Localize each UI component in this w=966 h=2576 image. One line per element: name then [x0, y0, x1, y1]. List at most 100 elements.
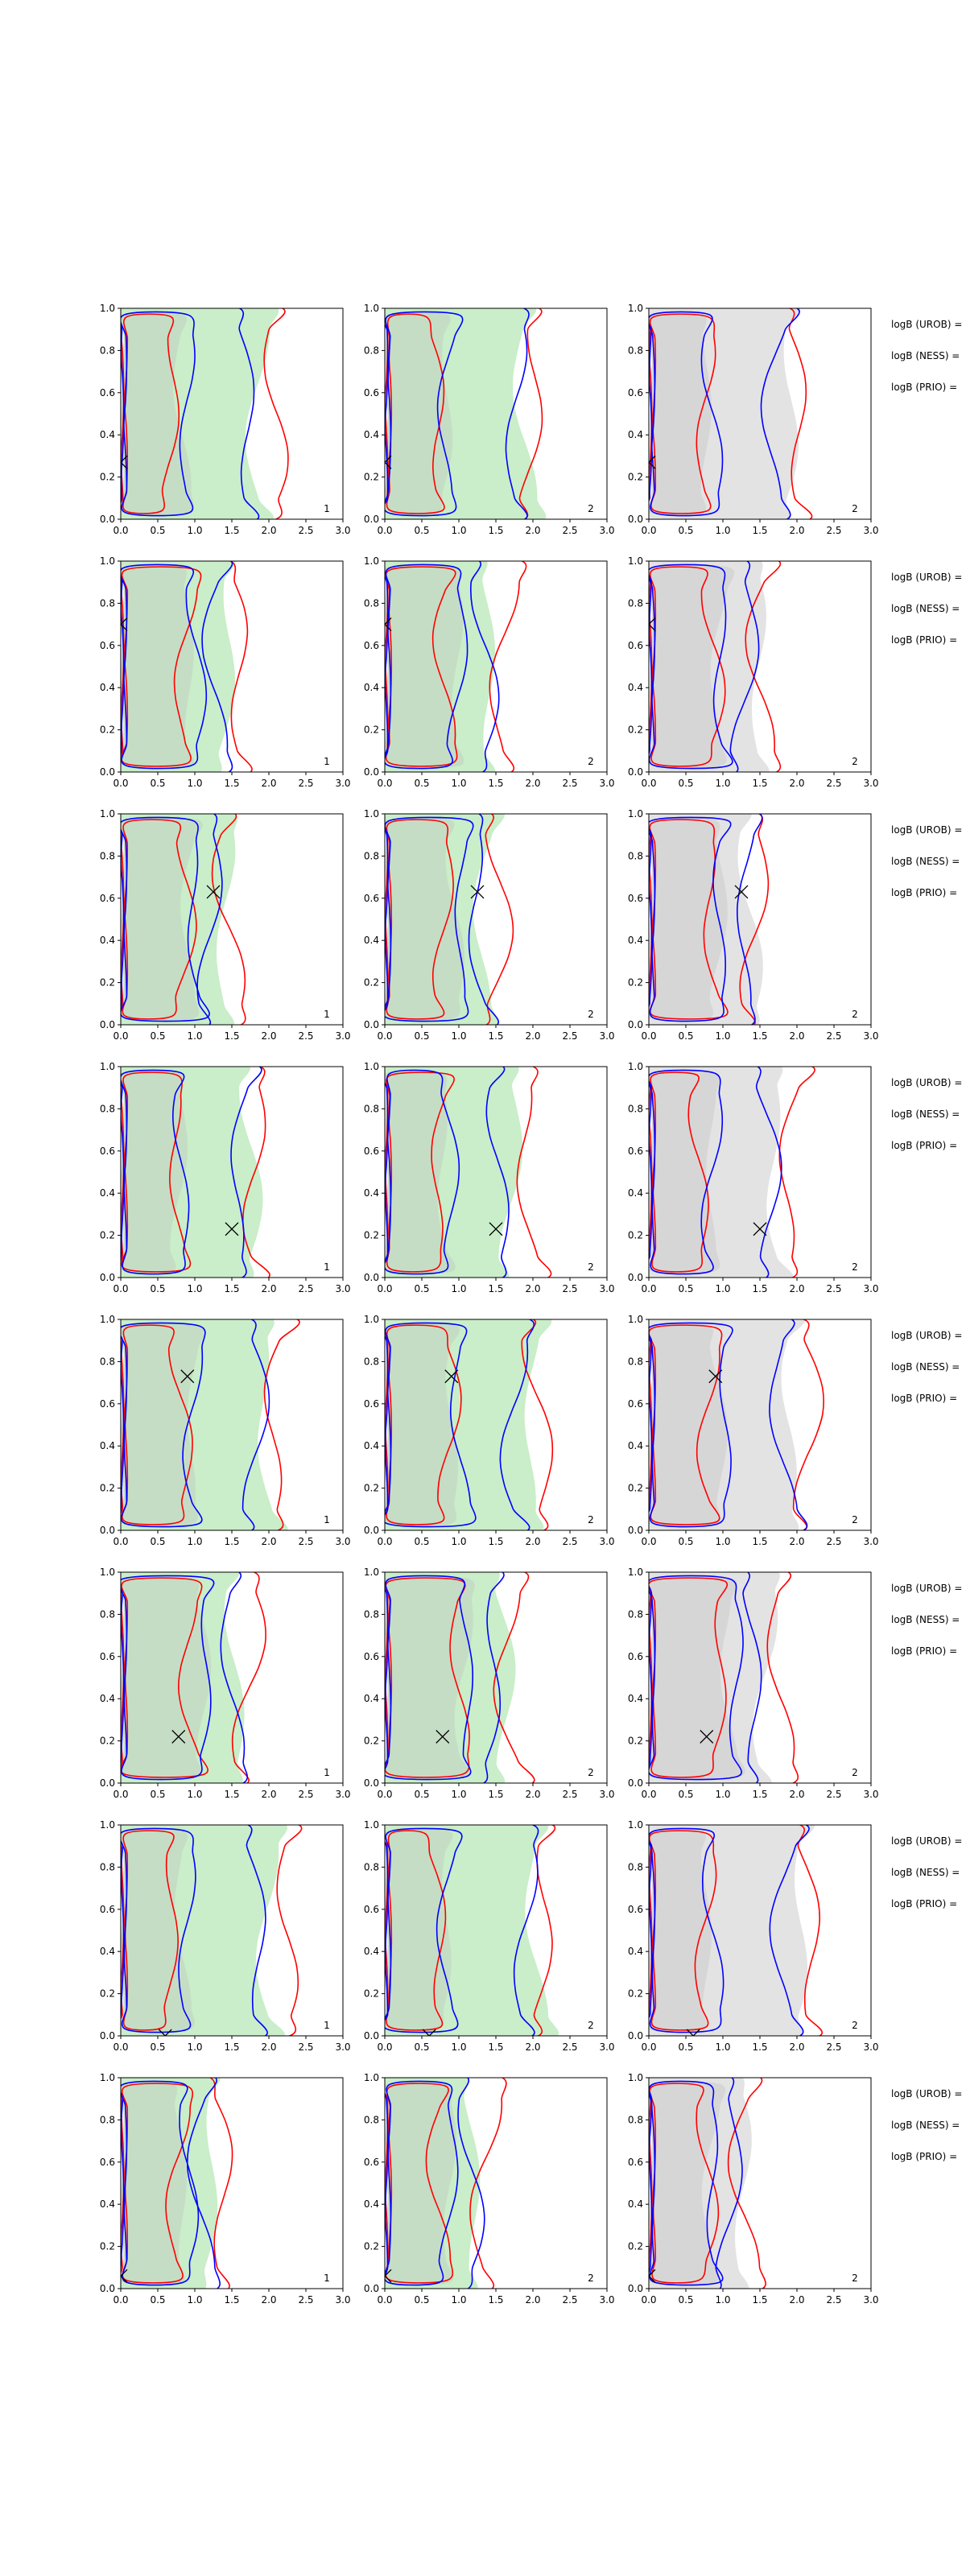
contour-red-outer	[121, 561, 253, 772]
contour-blue-inner	[649, 1575, 744, 1781]
contour-blue-inner	[121, 1575, 215, 1781]
y-tick-label: 0.0	[100, 1272, 115, 1283]
x-tick-label: 0.0	[113, 1536, 128, 1547]
y-tick-label: 0.8	[100, 597, 115, 609]
panel-r2-c2: 0.0 0.5 1.0 1.5 2.0 2.5 3.0 0.0 0.2 0.4 0.6 0.8 1.0 2	[364, 555, 615, 789]
y-tick-label: 0.2	[364, 1988, 379, 2000]
x-tick-label: 0.0	[377, 525, 392, 536]
panel-tag: 1	[324, 1514, 330, 1525]
contour-blue-inner	[649, 1322, 733, 1528]
y-tick-label: 0.2	[100, 472, 115, 483]
x-tick-label: 1.0	[715, 2041, 730, 2053]
x-tick-label: 1.5	[752, 525, 767, 536]
y-tick-label: 0.4	[100, 1946, 115, 1957]
row-label: logB (PRIO) =	[891, 382, 957, 393]
y-tick-label: 0.2	[628, 1230, 643, 1241]
shaded-region-inner	[385, 1323, 460, 1527]
x-tick-label: 3.0	[599, 1789, 614, 1800]
panel-r8-c2: 0.0 0.5 1.0 1.5 2.0 2.5 3.0 0.0 0.2 0.4 0.6 0.8 1.0 2	[364, 2072, 615, 2306]
y-tick-label: 0.6	[100, 1904, 115, 1915]
x-tick-label: 1.0	[187, 1283, 202, 1294]
shaded-region-inner	[649, 817, 728, 1022]
x-tick-label: 3.0	[863, 778, 878, 789]
x-tick-label: 2.5	[826, 1283, 841, 1294]
y-tick-label: 0.6	[364, 387, 379, 398]
x-tick-label: 1.0	[451, 525, 466, 536]
contour-blue-outer	[649, 1067, 782, 1278]
x-tick-label: 1.5	[752, 2041, 767, 2053]
panel-r7-c3: 0.0 0.5 1.0 1.5 2.0 2.5 3.0 0.0 0.2 0.4 0.6 0.8 1.0 2	[628, 1819, 879, 2053]
y-tick-label: 0.2	[100, 1988, 115, 2000]
y-tick-label: 0.4	[100, 429, 115, 440]
x-tick-label: 1.0	[187, 2041, 202, 2053]
contour-blue-inner	[385, 2080, 459, 2286]
x-tick-label: 1.0	[451, 2294, 466, 2306]
x-tick-label: 0.5	[414, 1536, 429, 1547]
panel-r3-c3: 0.0 0.5 1.0 1.5 2.0 2.5 3.0 0.0 0.2 0.4 0.6 0.8 1.0 2	[628, 808, 879, 1042]
x-tick-label: 0.5	[678, 2294, 693, 2306]
x-tick-label: 0.5	[150, 1283, 165, 1294]
y-tick-label: 1.0	[100, 2072, 115, 2083]
y-tick-label: 0.6	[364, 893, 379, 904]
shaded-region-inner	[649, 2081, 726, 2285]
y-tick-label: 0.6	[628, 1904, 643, 1915]
y-tick-label: 0.8	[628, 2114, 643, 2125]
y-tick-label: 0.8	[100, 1356, 115, 1367]
panel-r3-c1: 0.0 0.5 1.0 1.5 2.0 2.5 3.0 0.0 0.2 0.4 0.6 0.8 1.0 1	[100, 808, 351, 1042]
row-labels-r6: logB (UROB) = logB (NESS) = logB (PRIO) =	[891, 1583, 962, 1657]
shaded-region-outer	[385, 1825, 559, 2036]
contour-blue-outer	[121, 308, 260, 519]
contour-red-inner	[121, 2083, 194, 2284]
x-tick-label: 0.0	[113, 525, 128, 536]
x-tick-label: 2.0	[525, 1536, 540, 1547]
y-tick-label: 0.8	[100, 2114, 115, 2125]
y-tick-label: 1.0	[628, 1819, 643, 1831]
contour-blue-outer	[649, 1825, 810, 2036]
shaded-region-inner	[649, 1323, 728, 1527]
y-tick-label: 0.6	[100, 1398, 115, 1410]
y-tick-label: 0.6	[364, 1904, 379, 1915]
shaded-region-outer	[649, 1067, 794, 1278]
y-tick-label: 1.0	[100, 808, 115, 819]
row-labels-r4: logB (UROB) = logB (NESS) = logB (PRIO) =	[891, 1077, 962, 1151]
x-tick-label: 1.0	[451, 1789, 466, 1800]
row-label: logB (UROB) =	[891, 2088, 962, 2099]
panel-tag: 2	[588, 503, 594, 514]
y-tick-label: 1.0	[364, 1314, 379, 1325]
shaded-region-inner	[649, 1070, 720, 1274]
shaded-region-inner	[649, 564, 735, 769]
x-tick-label: 1.0	[451, 1536, 466, 1547]
x-tick-label: 0.5	[678, 778, 693, 789]
x-tick-label: 0.0	[641, 1536, 656, 1547]
marker-x	[686, 2029, 700, 2036]
x-tick-label: 0.0	[641, 2294, 656, 2306]
y-tick-label: 0.0	[364, 514, 379, 525]
x-tick-label: 3.0	[599, 778, 614, 789]
y-tick-label: 0.8	[364, 1356, 379, 1367]
x-tick-label: 0.5	[414, 525, 429, 536]
y-tick-label: 0.8	[628, 1608, 643, 1620]
y-tick-label: 1.0	[364, 808, 379, 819]
row-label: logB (NESS) =	[891, 1867, 960, 1878]
contour-red-outer	[121, 2078, 233, 2289]
marker-x	[734, 885, 749, 899]
marker-x	[385, 2268, 392, 2283]
contour-blue-inner	[121, 564, 208, 770]
panel-tag: 2	[588, 1009, 594, 1020]
x-tick-label: 0.5	[150, 525, 165, 536]
x-tick-label: 3.0	[335, 1789, 350, 1800]
x-tick-label: 3.0	[863, 525, 878, 536]
x-tick-label: 3.0	[599, 2041, 614, 2053]
y-tick-label: 0.2	[628, 1483, 643, 1494]
shaded-region-outer	[385, 561, 496, 772]
shaded-region-outer	[121, 1319, 288, 1530]
contour-blue-outer	[121, 2078, 221, 2289]
y-tick-label: 0.8	[364, 1103, 379, 1114]
panel-r7-c2: 0.0 0.5 1.0 1.5 2.0 2.5 3.0 0.0 0.2 0.4 0.6 0.8 1.0 2	[364, 1819, 615, 2053]
panel-tag: 2	[588, 1514, 594, 1525]
x-tick-label: 1.5	[488, 778, 503, 789]
contour-blue-inner	[385, 311, 464, 517]
x-tick-label: 2.0	[789, 1536, 804, 1547]
row-label: logB (UROB) =	[891, 1077, 962, 1088]
y-tick-label: 0.4	[628, 682, 643, 693]
